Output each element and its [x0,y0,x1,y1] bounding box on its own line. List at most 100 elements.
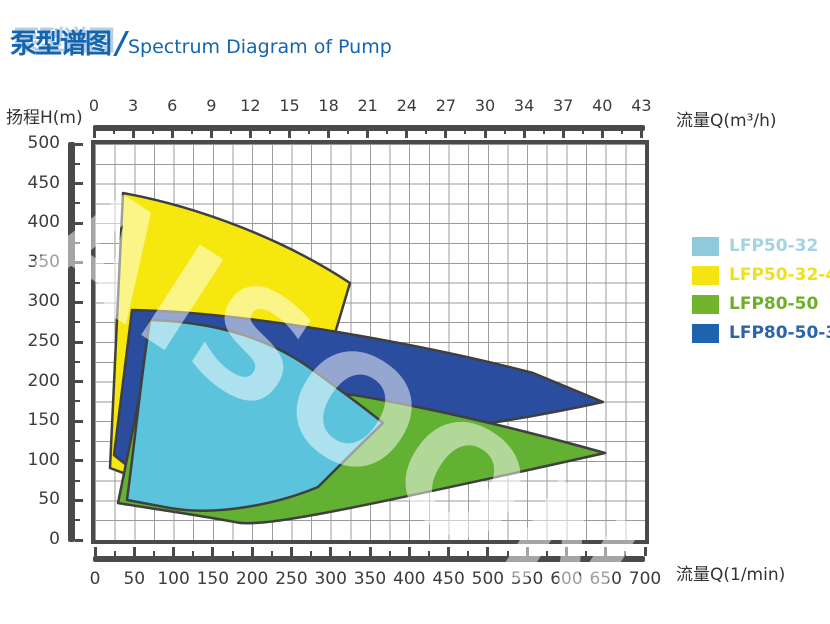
tick-mark [132,547,136,556]
legend-label: LFP50-32 [729,236,819,256]
tick-mark-minor [624,551,627,556]
tick-mark [444,129,448,138]
tick-mark [75,261,83,265]
tick-mark-minor [425,129,428,134]
y-axis-tick-label: 300 [27,291,60,312]
legend-label: LFP80-50-3 [729,323,830,343]
tick-mark [564,547,568,556]
bottom-axis-tick-label: 300 [314,569,347,589]
top-axis-tick-label: 15 [279,96,300,115]
y-axis-tick-label: 0 [49,529,60,549]
tick-mark [639,129,643,138]
y-axis-tick-label: 200 [27,370,60,391]
tick-mark [75,142,83,146]
tick-mark [289,547,293,556]
tick-mark [75,182,83,186]
tick-mark [483,129,487,138]
page-title-en: Spectrum Diagram of Pump [127,36,392,58]
tick-mark [172,547,176,556]
bottom-axis-tick-label: 400 [393,569,426,589]
bottom-axis-tick-label: 0 [89,569,101,589]
pump-envelopes [108,191,607,525]
tick-mark-minor [75,440,80,442]
tick-mark-minor [310,551,313,556]
tick-mark [75,459,83,463]
tick-mark-minor [427,551,430,556]
legend-swatch [692,294,719,314]
tick-mark [643,547,647,556]
tick-mark [604,547,608,556]
tick-mark-minor [192,551,195,556]
bottom-axis-bar [93,556,645,562]
top-axis-tick-label: 34 [513,96,535,115]
legend: LFP50-32 LFP50-32-4 LFP80-50 LFP80-50-3 [692,236,830,343]
y-axis-tick-label: 250 [27,331,60,351]
top-axis-tick-label: 27 [435,96,457,115]
tick-mark-minor [190,129,193,134]
tick-mark [75,419,83,423]
tick-mark [75,380,83,384]
legend-item: LFP50-32-4 [692,265,830,285]
tick-mark [525,547,529,556]
tick-mark-minor [545,551,548,556]
y-axis-tick-label: 350 [27,251,60,272]
tick-mark [92,129,96,138]
top-axis-tick-label: 43 [631,96,652,115]
tick-mark-minor [75,281,80,284]
legend-swatch [692,236,719,256]
tick-mark [561,129,565,138]
envelope-lfp50-32 [125,318,385,512]
tick-mark [75,538,83,542]
tick-mark-minor [75,479,80,482]
top-axis-bar [93,125,645,131]
tick-mark-minor [151,129,154,134]
tick-mark [327,129,331,138]
tick-mark-minor [506,551,509,556]
legend-swatch [692,265,719,285]
top-axis-tick-label: 21 [357,96,378,115]
tick-mark-minor [75,360,80,363]
tick-mark-minor [75,202,80,205]
tick-mark [131,129,135,138]
tick-mark-minor [270,551,273,556]
tick-mark-minor [308,129,311,134]
tick-mark-minor [152,551,155,556]
tick-mark-minor [386,129,389,134]
top-axis-tick-label: 3 [128,96,139,115]
tick-mark [75,221,83,225]
y-axis-tick-label: 450 [27,172,60,193]
page-title: 泵型谱图/Spectrum Diagram of Pump [10,22,392,61]
bottom-axis-tick-label: 350 [353,569,387,589]
tick-mark [366,129,370,138]
bottom-axis-tick-label: 600 [550,569,583,589]
top-axis-tick-label: 18 [318,96,339,115]
bottom-axis-tick-label: 700 [628,569,662,589]
bottom-axis-tick-label: 550 [510,569,544,589]
tick-mark [170,129,174,138]
top-axis-title: 流量Q(m³/h) [676,111,777,131]
tick-mark-minor [347,129,350,134]
tick-mark [407,547,411,556]
plot-area [91,140,649,544]
bottom-axis-tick-label: 100 [157,569,190,589]
bottom-axis-tick-label: 450 [432,569,465,589]
tick-mark [405,129,409,138]
tick-mark [447,547,451,556]
top-axis-tick-label: 30 [474,96,496,115]
tick-mark-minor [75,242,80,244]
tick-mark [75,340,83,344]
tick-mark-minor [503,129,506,134]
tick-mark-minor [75,400,80,403]
tick-mark-minor [229,129,232,134]
title-divider: / [116,26,127,61]
tick-mark [75,300,83,304]
tick-mark-minor [112,129,115,134]
y-axis-tick-label: 400 [27,212,60,233]
bottom-axis-tick-label: 200 [235,569,269,589]
bottom-axis-title: 流量Q(1/min) [676,565,786,585]
y-axis-tick-label: 150 [27,410,60,431]
tick-mark-minor [231,551,234,556]
top-axis-tick-label: 12 [240,96,261,115]
bottom-axis-tick-label: 150 [196,569,230,589]
